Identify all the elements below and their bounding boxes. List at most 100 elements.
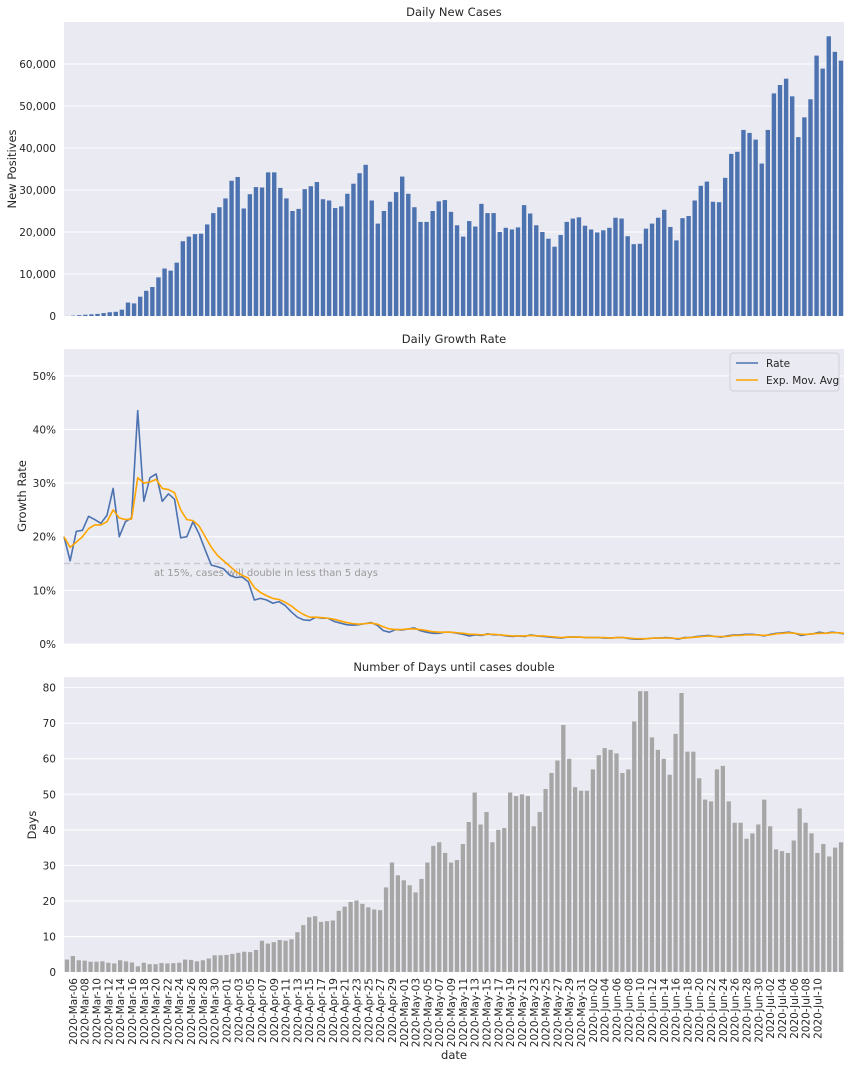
- bar-days-until-double: [549, 772, 554, 972]
- bar-days-until-double: [88, 961, 93, 972]
- bar-days-until-double: [513, 796, 519, 972]
- bar-days-until-double: [431, 845, 436, 972]
- bar-days-until-double: [141, 962, 146, 972]
- bar-days-until-double: [271, 942, 276, 972]
- series-lines-daily-growth-rate: [63, 409, 845, 640]
- bar-new-cases: [180, 241, 186, 316]
- bar-days-until-double: [64, 959, 70, 972]
- growth-y-tick-label: 30%: [33, 478, 56, 490]
- bar-new-cases: [442, 200, 448, 316]
- bar-new-cases: [643, 228, 649, 316]
- y-ticks-days-until-double: 0 10 20 30 40 50 60 70 80: [43, 683, 56, 979]
- bar-new-cases: [265, 172, 271, 316]
- bar-days-until-double: [525, 796, 530, 972]
- x-tick-label-date: 2020-Apr-03: [233, 978, 245, 1043]
- bar-new-cases: [369, 200, 374, 316]
- x-tick-label-date: 2020-Jun-02: [588, 978, 600, 1043]
- bar-new-cases: [473, 226, 478, 316]
- bar-days-until-double: [584, 790, 590, 972]
- bar-days-until-double: [614, 753, 619, 972]
- bar-new-cases: [637, 243, 643, 316]
- bar-days-until-double: [685, 751, 690, 972]
- bar-new-cases: [595, 232, 600, 316]
- y-axis-label-days: Days: [25, 811, 39, 840]
- x-tick-label-date: 2020-Mar-28: [198, 978, 210, 1045]
- x-tick-label-date: 2020-Jul-02: [765, 978, 777, 1039]
- bar-new-cases: [540, 232, 545, 316]
- x-tick-label-date: 2020-May-27: [552, 978, 564, 1047]
- x-tick-label-date: 2020-Apr-25: [363, 978, 375, 1043]
- x-tick-label-date: 2020-Apr-17: [316, 978, 328, 1043]
- bar-days-until-double: [76, 960, 81, 972]
- bar-new-cases: [198, 233, 204, 316]
- x-tick-label-date: 2020-Jun-20: [694, 978, 706, 1043]
- bar-new-cases: [722, 177, 728, 316]
- x-tick-label-date: 2020-Mar-12: [103, 978, 115, 1045]
- x-tick-label-date: 2020-May-21: [517, 978, 529, 1047]
- bar-days-until-double: [466, 822, 471, 972]
- x-tick-label-date: 2020-Jun-18: [682, 978, 694, 1043]
- bar-new-cases: [308, 186, 313, 316]
- bar-days-until-double: [543, 788, 548, 972]
- bar-days-until-double: [602, 748, 607, 972]
- chart-title-daily-growth-rate: Daily Growth Rate: [402, 332, 506, 346]
- bar-new-cases: [747, 132, 752, 316]
- bar-new-cases: [436, 201, 441, 316]
- bar-days-until-double: [236, 952, 241, 972]
- x-tick-label-date: 2020-May-15: [482, 978, 494, 1047]
- bar-days-until-double: [454, 860, 460, 972]
- bar-days-until-double: [531, 826, 536, 972]
- bar-new-cases: [588, 229, 594, 316]
- bar-days-until-double: [354, 900, 359, 972]
- cases-y-tick-label: 20,000: [19, 227, 56, 239]
- bar-new-cases: [205, 224, 210, 316]
- bar-new-cases: [448, 211, 454, 316]
- bar-new-cases: [168, 270, 173, 316]
- chart-title-daily-new-cases: Daily New Cases: [406, 5, 502, 19]
- bar-new-cases: [790, 96, 795, 316]
- bar-new-cases: [119, 309, 125, 316]
- bar-days-until-double: [679, 692, 684, 972]
- bar-days-until-double: [632, 721, 637, 972]
- x-tick-label-date: 2020-Mar-20: [151, 978, 163, 1045]
- bar-days-until-double: [224, 954, 229, 972]
- panel-daily-new-cases: Daily New Cases 0 10,000 20,000 30,000 40,00…: [5, 5, 844, 323]
- bar-days-until-double: [791, 840, 796, 972]
- bar-days-until-double: [407, 885, 412, 972]
- x-tick-label-date: 2020-Apr-21: [340, 978, 352, 1043]
- bar-days-until-double: [265, 943, 270, 972]
- bar-days-until-double: [330, 920, 335, 972]
- bar-new-cases: [710, 201, 716, 316]
- bar-days-until-double: [177, 962, 182, 972]
- days-y-tick-label: 70: [43, 718, 56, 730]
- bar-new-cases: [607, 227, 612, 316]
- days-y-tick-label: 60: [43, 754, 56, 766]
- bar-new-cases: [576, 217, 582, 316]
- bar-new-cases: [491, 213, 496, 316]
- bar-days-until-double: [726, 801, 731, 972]
- x-tick-label-date: 2020-Mar-08: [80, 978, 92, 1045]
- bar-new-cases: [156, 277, 161, 316]
- bar-new-cases: [582, 225, 588, 316]
- bar-new-cases: [235, 176, 240, 316]
- bar-new-cases: [741, 129, 746, 316]
- x-tick-label-date: 2020-Jun-06: [612, 978, 624, 1043]
- bar-new-cases: [802, 117, 807, 316]
- bar-new-cases: [680, 218, 685, 316]
- x-tick-label-date: 2020-May-31: [576, 978, 588, 1047]
- y-axis-label-new-positives: New Positives: [5, 129, 19, 208]
- cases-y-tick-label: 40,000: [19, 143, 56, 155]
- x-tick-label-date: 2020-May-05: [422, 978, 434, 1047]
- bar-new-cases: [771, 93, 777, 317]
- days-y-tick-label: 80: [43, 683, 56, 695]
- bar-days-until-double: [797, 808, 802, 972]
- bar-days-until-double: [490, 842, 495, 972]
- bar-new-cases: [211, 213, 216, 316]
- bar-days-until-double: [596, 755, 601, 972]
- bar-new-cases: [314, 182, 320, 316]
- x-tick-label-date: 2020-Mar-22: [162, 978, 174, 1045]
- bar-new-cases: [838, 60, 844, 316]
- bar-new-cases: [387, 201, 393, 316]
- bar-days-until-double: [401, 880, 406, 972]
- bar-new-cases: [686, 216, 691, 316]
